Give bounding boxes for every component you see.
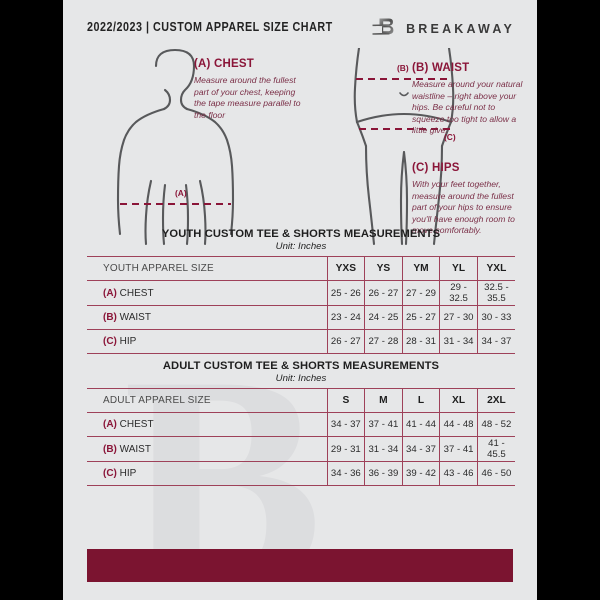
measurement-cell: 34 - 37	[327, 412, 366, 437]
youth-measurements-section: YOUTH CUSTOM TEE & SHORTS MEASUREMENTS U…	[87, 228, 515, 354]
measurement-cell: 25 - 27	[402, 305, 441, 330]
measurement-cell: 29 - 31	[327, 436, 366, 462]
measurement-cell: 41 - 44	[402, 412, 441, 437]
measurement-cell: 23 - 24	[327, 305, 366, 330]
adult-row-label: (B) WAIST	[87, 436, 328, 462]
youth-size-table: YOUTH APPAREL SIZE YXS YS YM YL YXL (A) CHEST 2…	[87, 256, 515, 354]
youth-column-header: YS	[364, 256, 403, 281]
callout-waist-body: Measure around your natural waistline – …	[412, 79, 523, 136]
page-title: 2022/2023 | CUSTOM APPAREL SIZE CHART	[87, 20, 333, 34]
adult-size-table: ADULT APPAREL SIZE S M L XL 2XL (A) CHEST 34 - …	[87, 388, 515, 486]
youth-row-label: (A) CHEST	[87, 280, 328, 306]
youth-header-row: YOUTH APPAREL SIZE YXS YS YM YL YXL	[87, 256, 515, 281]
measurement-cell: 31 - 34	[364, 436, 403, 462]
brand-lockup: BREAKAWAY	[370, 16, 515, 42]
measurement-cell: 27 - 28	[364, 329, 403, 354]
callout-waist: (B) WAIST Measure around your natural wa…	[412, 62, 524, 137]
measurement-cell: 25 - 26	[327, 280, 366, 306]
row-tag: (B)	[103, 443, 117, 455]
callout-waist-heading: (B) WAIST	[412, 62, 470, 74]
measurement-cell: 34 - 37	[402, 436, 441, 462]
adult-column-header: M	[364, 388, 403, 413]
table-row: (C) HIP 34 - 36 36 - 39 39 - 42 43 - 46 46 - …	[87, 461, 515, 486]
adult-table-body: ADULT APPAREL SIZE S M L XL 2XL (A) CHEST 34 - …	[87, 388, 515, 486]
adult-row-label: (A) CHEST	[87, 412, 328, 437]
measurement-cell: 37 - 41	[439, 436, 478, 462]
breakaway-b-monogram-icon	[370, 16, 396, 42]
measurement-cell: 36 - 39	[364, 461, 403, 486]
adult-column-header: 2XL	[477, 388, 515, 413]
youth-column-header: YXS	[327, 256, 366, 281]
adult-table-unit: Unit: Inches	[275, 373, 327, 384]
adult-measurements-section: ADULT CUSTOM TEE & SHORTS MEASUREMENTS U…	[87, 360, 515, 486]
measurement-cell: 43 - 46	[439, 461, 478, 486]
callout-hips-body: With your feet together, measure around …	[412, 179, 515, 236]
youth-row-header-label: YOUTH APPAREL SIZE	[87, 256, 328, 281]
measurement-cell: 29 - 32.5	[439, 280, 478, 306]
callout-chest: (A) CHEST Measure around the fullest par…	[194, 58, 304, 121]
table-row: (B) WAIST 29 - 31 31 - 34 34 - 37 37 - 41 41 …	[87, 436, 515, 462]
measurement-cell: 41 - 45.5	[477, 436, 515, 462]
youth-column-header: YXL	[477, 256, 515, 281]
waist-line-label: (B)	[397, 63, 409, 73]
measurement-cell: 39 - 42	[402, 461, 441, 486]
row-tag: (B)	[103, 312, 117, 323]
measurement-cell: 31 - 34	[439, 329, 478, 354]
callout-hips: (C) HIPS With your feet together, measur…	[412, 162, 528, 237]
table-row: (A) CHEST 34 - 37 37 - 41 41 - 44 44 - 48 48 …	[87, 412, 515, 437]
measurement-cell: 44 - 48	[439, 412, 478, 437]
adult-column-header: L	[402, 388, 441, 413]
table-row: (A) CHEST 25 - 26 26 - 27 27 - 29 29 - 32.5 3…	[87, 280, 515, 306]
youth-row-label: (B) WAIST	[87, 305, 328, 330]
measurement-cell: 34 - 36	[327, 461, 366, 486]
row-tag: (A)	[103, 287, 117, 299]
measurement-cell: 46 - 50	[477, 461, 515, 486]
measurement-cell: 30 - 33	[477, 305, 515, 330]
measurement-cell: 26 - 27	[364, 280, 403, 306]
adult-column-header: S	[327, 388, 366, 413]
measurement-cell: 24 - 25	[364, 305, 403, 330]
measurement-cell: 27 - 30	[439, 305, 478, 330]
measurement-cell: 27 - 29	[402, 280, 441, 306]
adult-table-title: ADULT CUSTOM TEE & SHORTS MEASUREMENTS	[162, 360, 440, 372]
hip-line-label: (C)	[444, 132, 456, 142]
youth-table-title: YOUTH CUSTOM TEE & SHORTS MEASUREMENTS	[161, 228, 441, 240]
page-header: 2022/2023 | CUSTOM APPAREL SIZE CHART	[63, 0, 537, 52]
measurement-cell: 26 - 27	[327, 329, 366, 354]
chest-line-label: (A)	[175, 188, 187, 198]
measurement-cell: 48 - 52	[477, 412, 515, 437]
callout-chest-heading: (A) CHEST	[194, 58, 254, 70]
table-row: (C) HIP 26 - 27 27 - 28 28 - 31 31 - 34 34 - …	[87, 329, 515, 354]
callout-chest-body: Measure around the fullest part of your …	[194, 75, 301, 120]
row-tag: (C)	[103, 336, 117, 347]
measurement-cell: 34 - 37	[477, 329, 515, 354]
body-figures-illustration	[116, 48, 455, 246]
measurement-diagram: (A) (B) (C) (A) CHEST Measure around the…	[63, 48, 537, 273]
youth-table-unit: Unit: Inches	[275, 241, 327, 252]
table-row: (B) WAIST 23 - 24 24 - 25 25 - 27 27 - 30 30 …	[87, 305, 515, 330]
row-tag: (C)	[103, 468, 117, 479]
callout-hips-heading: (C) HIPS	[412, 162, 460, 174]
brand-name: BREAKAWAY	[406, 22, 515, 36]
youth-column-header: YL	[439, 256, 478, 281]
measurement-cell: 28 - 31	[402, 329, 441, 354]
youth-column-header: YM	[402, 256, 441, 281]
measurement-cell: 37 - 41	[364, 412, 403, 437]
adult-header-row: ADULT APPAREL SIZE S M L XL 2XL	[87, 388, 515, 413]
adult-row-label: (C) HIP	[87, 461, 328, 486]
adult-row-header-label: ADULT APPAREL SIZE	[87, 388, 328, 413]
footer-bar	[87, 549, 513, 582]
measurement-cell: 32.5 - 35.5	[477, 280, 515, 306]
adult-column-header: XL	[439, 388, 478, 413]
youth-row-label: (C) HIP	[87, 329, 328, 354]
youth-table-body: YOUTH APPAREL SIZE YXS YS YM YL YXL (A) CHEST 2…	[87, 256, 515, 354]
size-chart-page: B 2022/2023 | CUSTOM APPAREL SIZE CHART	[63, 0, 537, 600]
row-tag: (A)	[103, 419, 117, 430]
